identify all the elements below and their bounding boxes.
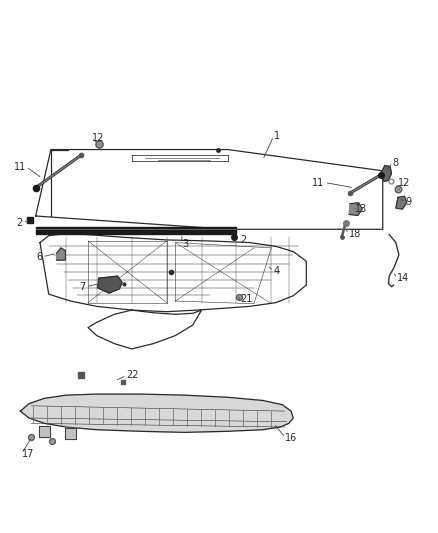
Polygon shape [39, 426, 49, 437]
Polygon shape [65, 428, 76, 439]
Polygon shape [98, 276, 122, 293]
Text: 9: 9 [406, 197, 412, 207]
Text: 1: 1 [274, 131, 280, 141]
Text: 14: 14 [397, 273, 410, 283]
Text: 16: 16 [286, 433, 297, 443]
Text: 12: 12 [398, 177, 410, 188]
Text: 8: 8 [393, 158, 399, 168]
Text: 6: 6 [36, 252, 42, 262]
Polygon shape [35, 227, 237, 233]
Text: 22: 22 [127, 370, 139, 381]
Polygon shape [349, 203, 362, 215]
Text: 2: 2 [240, 235, 246, 245]
Text: 12: 12 [92, 133, 104, 143]
Text: 2: 2 [16, 218, 22, 228]
Text: 17: 17 [21, 449, 34, 458]
Text: 7: 7 [80, 282, 86, 292]
Polygon shape [57, 248, 65, 260]
Text: 4: 4 [274, 266, 280, 276]
Text: 21: 21 [240, 294, 252, 304]
Text: 11: 11 [312, 177, 325, 188]
Polygon shape [20, 394, 293, 432]
Text: 13: 13 [355, 204, 367, 214]
Text: 11: 11 [14, 161, 26, 172]
Polygon shape [381, 165, 392, 181]
Text: 18: 18 [349, 229, 361, 239]
Polygon shape [396, 196, 407, 209]
Text: 3: 3 [182, 239, 188, 248]
